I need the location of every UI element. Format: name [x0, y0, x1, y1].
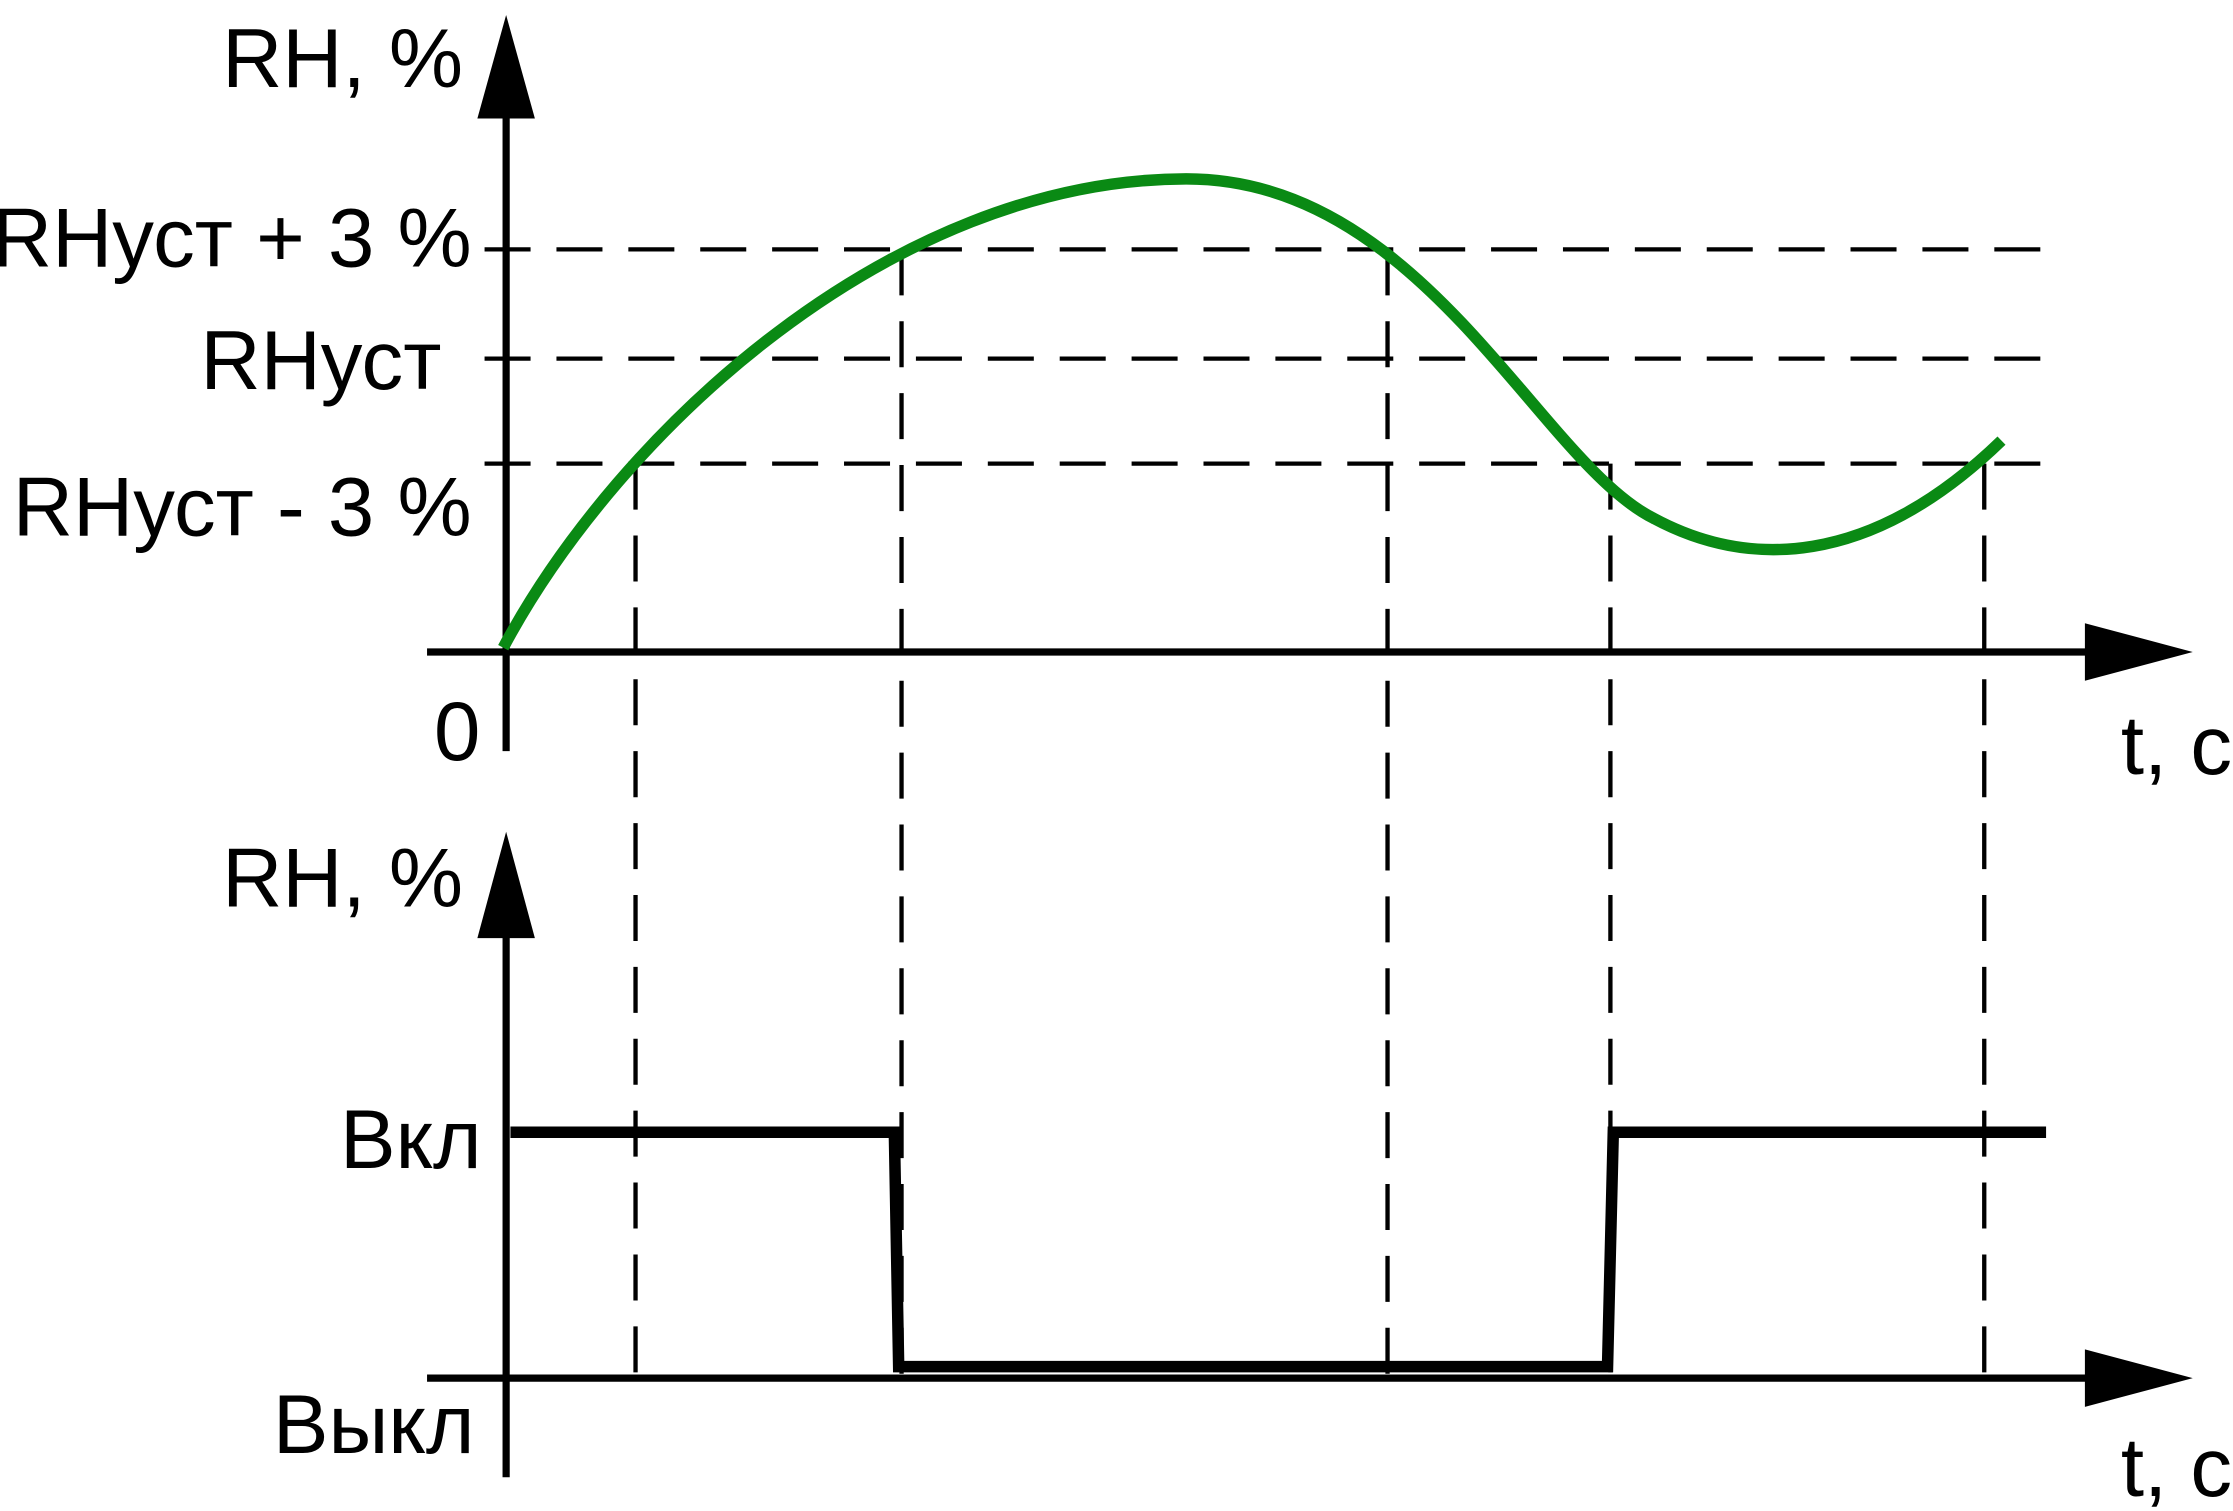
level-label: RHуст - 3 % — [13, 461, 472, 554]
level-lines — [484, 247, 2049, 466]
y-axis-label: RH, % — [222, 12, 463, 105]
origin-label: 0 — [434, 685, 480, 778]
switch-signal — [510, 1126, 2047, 1373]
switch-guides — [633, 249, 1987, 1379]
x-axis-label: t, c — [2121, 699, 2232, 792]
state-label: Выкл — [273, 1378, 475, 1471]
x-arrow — [2084, 1349, 2193, 1407]
state-label: Вкл — [340, 1093, 482, 1186]
x-arrow — [2084, 623, 2193, 681]
y-axis-label: RH, % — [222, 831, 463, 924]
humidity-curve — [498, 173, 2006, 651]
x-axis-label: t, c — [2121, 1421, 2232, 1511]
level-label: RHуст — [200, 314, 441, 407]
level-label: RHуст + 3 % — [0, 192, 472, 285]
y-arrow — [477, 15, 535, 119]
y-arrow — [477, 831, 535, 939]
